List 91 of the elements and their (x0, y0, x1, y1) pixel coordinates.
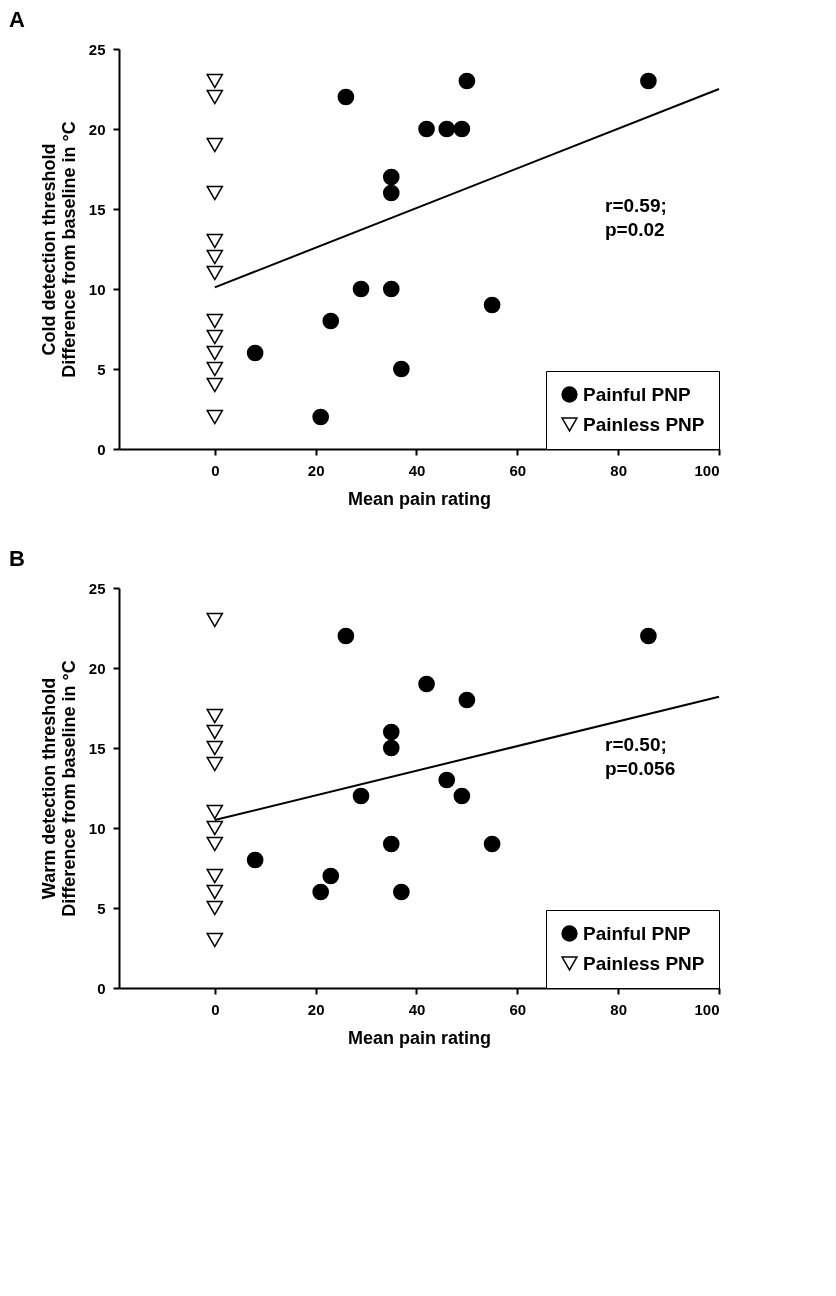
point (206, 612, 224, 628)
point (393, 360, 410, 378)
point (438, 120, 456, 138)
point (312, 883, 330, 901)
point (206, 932, 224, 948)
y-tick-label: 20 (88, 120, 106, 138)
x-tick-label: 20 (307, 461, 325, 479)
x-tick-label: 20 (307, 1000, 325, 1018)
point (206, 377, 224, 393)
annotation: r=0.59; p=0.02 (605, 195, 667, 240)
x-tick-label: 100 (694, 1000, 720, 1018)
y-tick-label: 10 (88, 819, 106, 837)
x-tick-label: 0 (211, 461, 220, 479)
legend-label: Painful PNP (583, 383, 692, 405)
annotation: r=0.50; p=0.056 (605, 734, 676, 779)
point (206, 740, 224, 756)
point (393, 883, 410, 901)
y-tick-label: 25 (88, 579, 106, 597)
point (206, 724, 224, 740)
point (206, 820, 224, 836)
x-axis-title: Mean pain rating (347, 1027, 492, 1048)
chart-title: B (9, 546, 25, 571)
point (206, 233, 224, 249)
point (453, 120, 471, 138)
point (322, 867, 340, 885)
point (206, 756, 224, 772)
x-tick-label: 80 (610, 1000, 627, 1018)
x-axis-title: Mean pain rating (347, 488, 492, 509)
point (483, 835, 501, 853)
point (206, 345, 224, 361)
point (458, 691, 476, 709)
point (206, 89, 224, 105)
point (382, 739, 400, 757)
point (453, 787, 471, 805)
point (206, 265, 224, 281)
point (640, 627, 657, 645)
point (438, 771, 456, 789)
point (206, 409, 224, 425)
point (206, 329, 224, 345)
point (382, 280, 400, 298)
point (483, 296, 501, 314)
legend-label: Painless PNP (583, 413, 705, 435)
x-tick-label: 60 (509, 1000, 527, 1018)
point (206, 708, 224, 724)
point (206, 836, 224, 852)
point (337, 627, 355, 645)
chart-title: A (9, 7, 25, 32)
y-axis-title: Cold detection threshold Difference from baseline in °C (38, 121, 79, 378)
x-tick-label: 0 (211, 1000, 220, 1018)
point (322, 312, 340, 330)
y-tick-label: 0 (97, 979, 106, 997)
point (382, 835, 400, 853)
point (418, 120, 435, 138)
point (382, 723, 400, 741)
point (206, 137, 224, 153)
point (352, 280, 370, 298)
point (382, 184, 400, 202)
point (206, 804, 224, 820)
y-tick-label: 5 (97, 360, 106, 378)
x-tick-label: 40 (408, 1000, 426, 1018)
point (382, 168, 400, 186)
point (206, 73, 224, 89)
point (337, 88, 355, 106)
point (458, 72, 476, 90)
y-tick-label: 20 (88, 659, 106, 677)
point (206, 361, 224, 377)
x-tick-label: 100 (694, 461, 720, 479)
point (352, 787, 370, 805)
legend-label: Painless PNP (583, 952, 705, 974)
point (206, 900, 224, 916)
y-tick-label: 0 (97, 440, 106, 458)
x-tick-label: 40 (408, 461, 426, 479)
point (312, 408, 330, 426)
point (640, 72, 657, 90)
y-tick-label: 15 (88, 200, 106, 218)
legend-label: Painful PNP (583, 922, 692, 944)
x-tick-label: 80 (610, 461, 627, 479)
y-tick-label: 10 (88, 280, 106, 298)
point (206, 185, 224, 201)
y-tick-label: 15 (88, 739, 106, 757)
point (206, 884, 224, 900)
point (246, 851, 264, 869)
y-tick-label: 5 (97, 899, 106, 917)
y-tick-label: 25 (88, 40, 106, 58)
x-tick-label: 60 (509, 461, 527, 479)
y-axis-title: Warm detection threshold Difference from baseline in °C (38, 660, 79, 917)
point (206, 249, 224, 265)
point (206, 868, 224, 884)
point (418, 675, 435, 693)
point (206, 313, 224, 329)
point (246, 344, 264, 362)
